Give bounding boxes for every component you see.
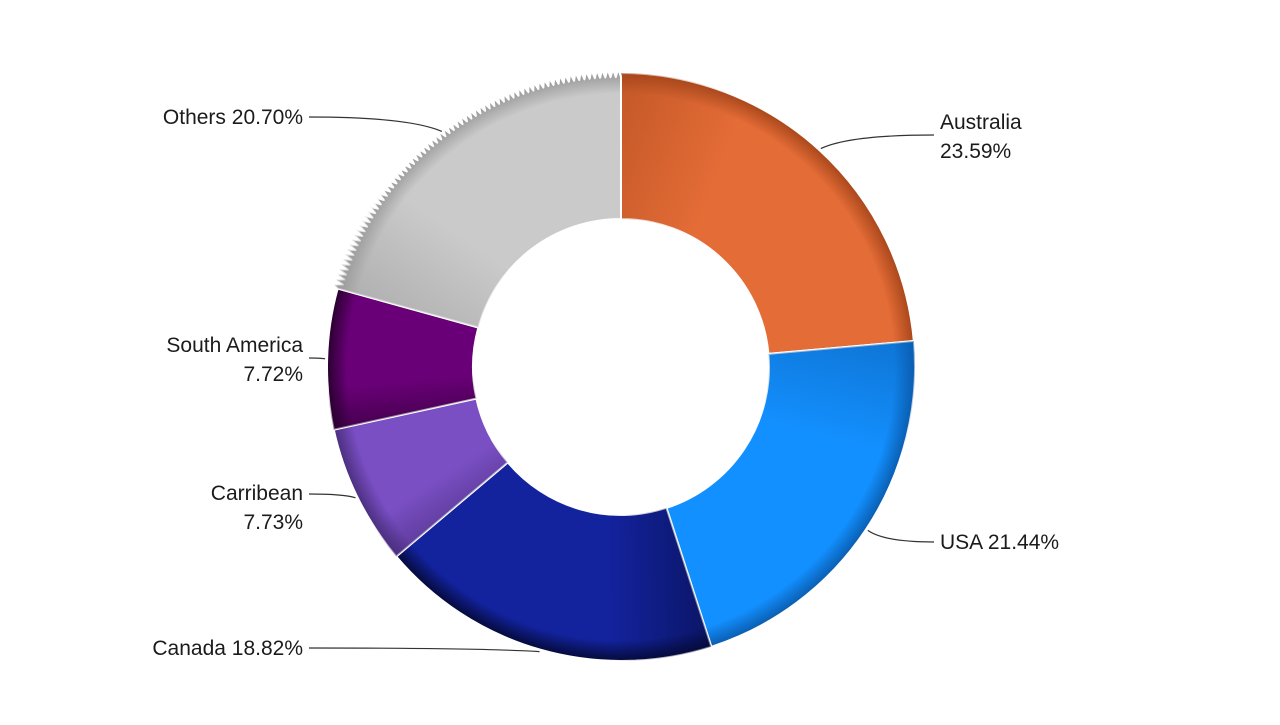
data-label-australia-line-1: Australia <box>940 111 1022 134</box>
data-label-south-america-line-2: 7.72% <box>243 363 303 386</box>
slices-layer <box>326 68 916 662</box>
data-label-carribean: Carribean 7.73% <box>211 482 303 534</box>
leader-line-carribean <box>308 493 356 499</box>
data-label-carribean-line-1: Carribean <box>211 482 303 505</box>
slice-south-america-shade <box>327 288 479 430</box>
data-label-canada-line-1: Canada 18.82% <box>152 637 303 660</box>
data-label-usa: USA 21.44% <box>940 531 1059 554</box>
data-labels-layer: Australia 23.59% USA 21.44% Canada 18.82% Ca… <box>152 106 1059 660</box>
slice-canada-shade <box>396 462 712 661</box>
slice-australia-shade <box>621 73 914 354</box>
slice-canada[interactable] <box>395 461 713 662</box>
data-label-australia: Australia 23.59% <box>940 111 1022 163</box>
leader-lines-layer <box>308 116 935 653</box>
slice-usa-shade <box>666 340 916 647</box>
slice-carribean-shade <box>333 398 508 557</box>
data-label-canada: Canada 18.82% <box>152 637 303 660</box>
leader-line-south-america <box>308 357 326 360</box>
leader-line-others <box>308 116 443 132</box>
slice-carribean[interactable] <box>332 397 509 558</box>
data-label-others: Others 20.70% <box>163 106 303 129</box>
data-label-south-america: South America 7.72% <box>166 334 303 386</box>
slice-others[interactable] <box>333 68 622 329</box>
data-label-australia-line-2: 23.59% <box>940 140 1011 163</box>
leader-line-australia <box>820 134 935 150</box>
data-label-south-america-line-1: South America <box>166 334 303 357</box>
slice-others-shade <box>334 69 621 328</box>
slice-australia[interactable] <box>620 72 915 355</box>
data-label-others-line-1: Others 20.70% <box>163 106 303 129</box>
leader-line-usa <box>867 529 935 543</box>
slice-usa[interactable] <box>665 339 916 648</box>
data-label-carribean-line-2: 7.73% <box>243 511 303 534</box>
leader-line-canada <box>308 647 540 653</box>
data-label-usa-line-1: USA 21.44% <box>940 531 1059 554</box>
